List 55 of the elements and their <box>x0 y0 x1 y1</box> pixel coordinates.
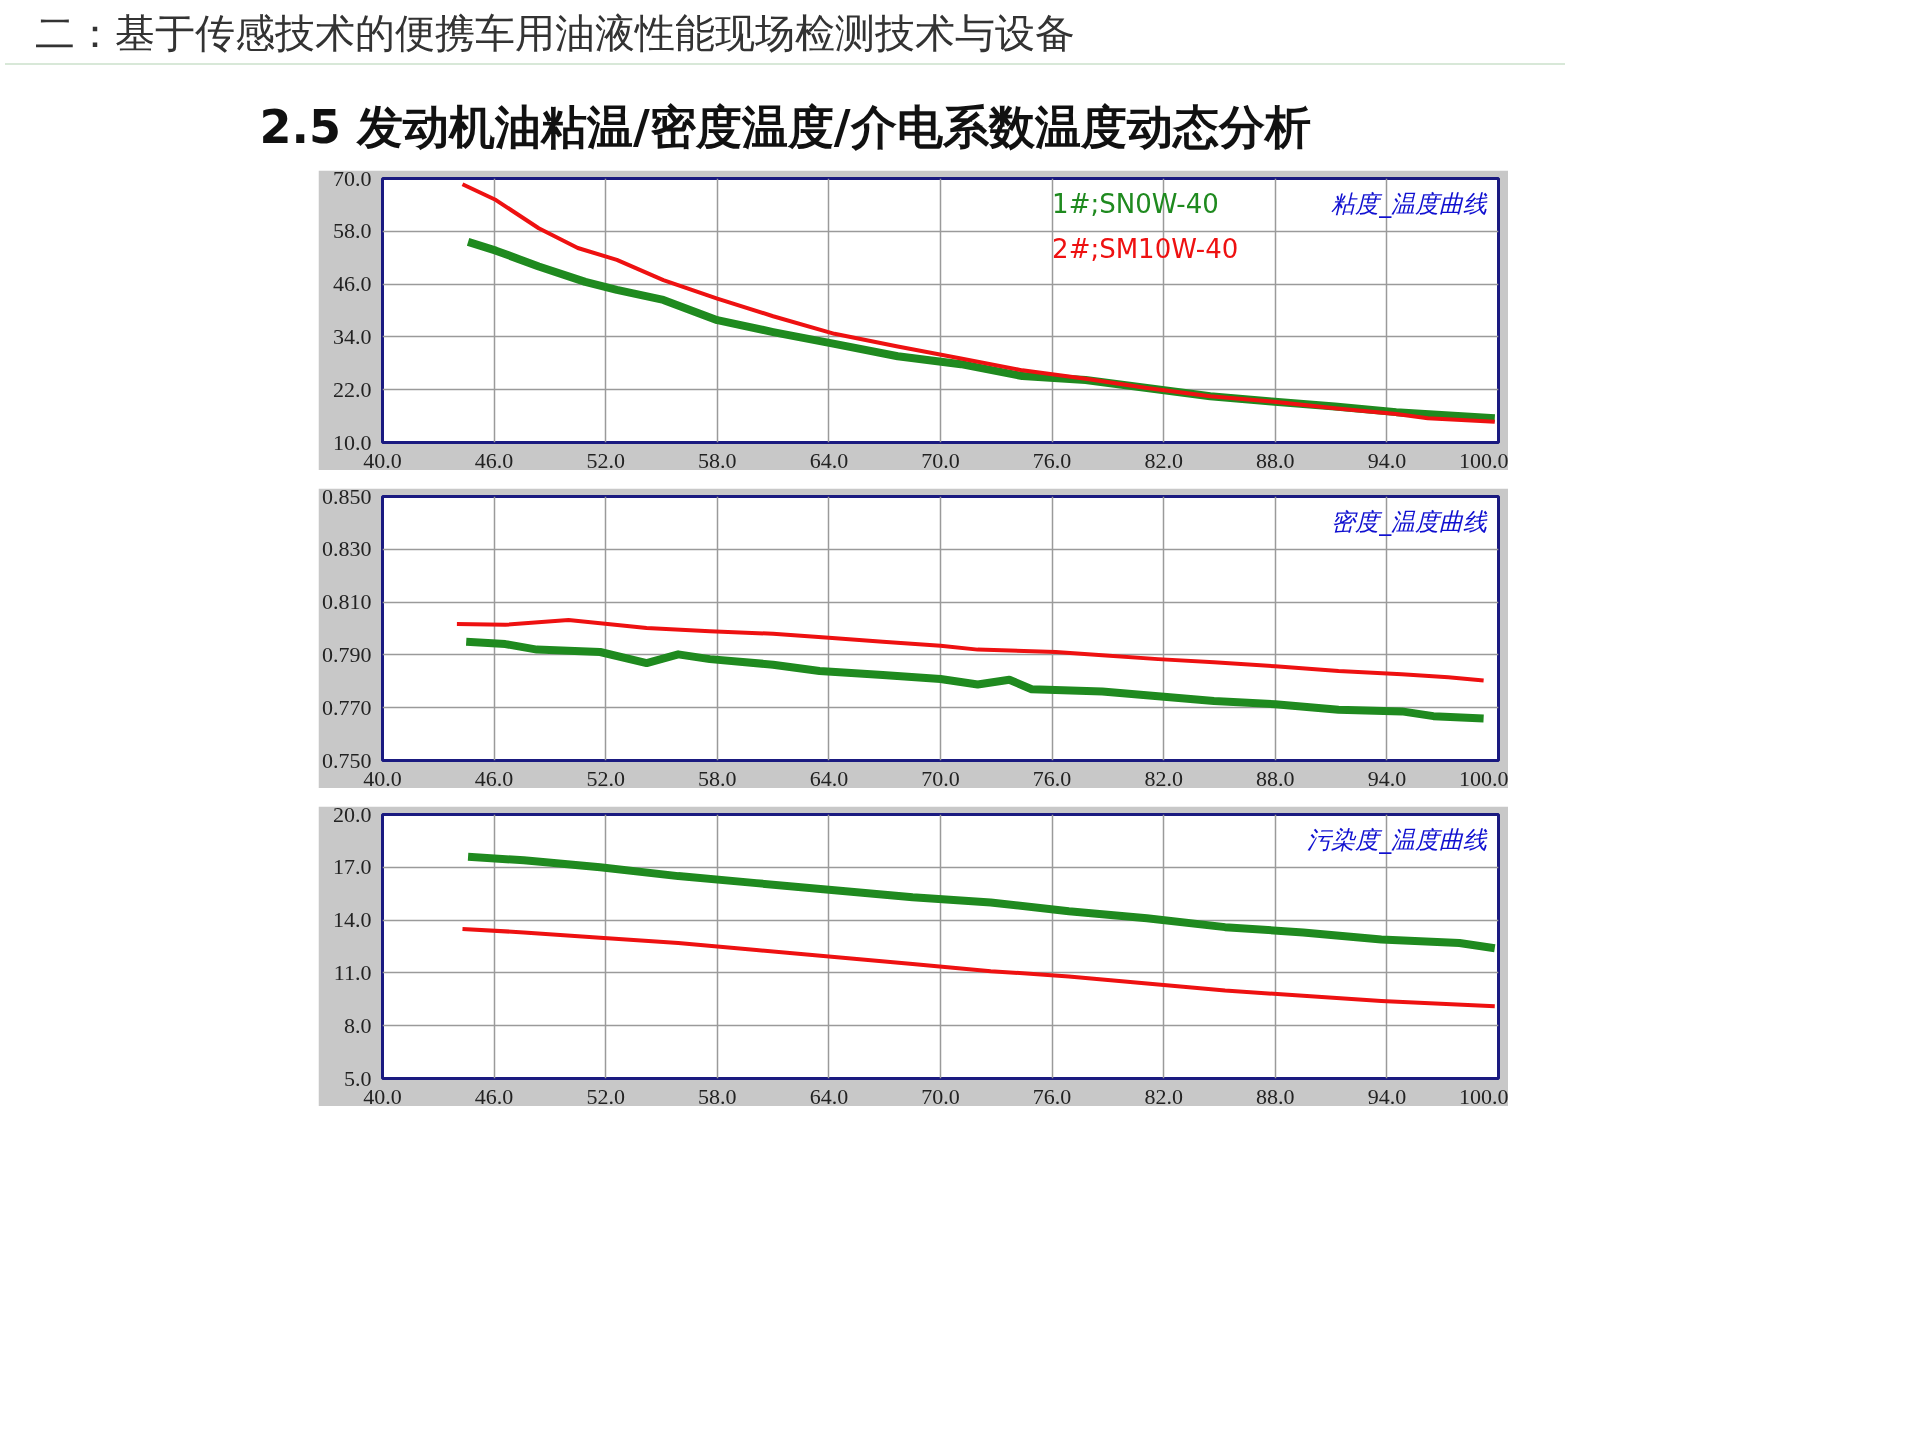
y-tick-label: 70.0 <box>333 165 372 191</box>
x-tick-label: 46.0 <box>474 447 514 473</box>
x-tick-label: 100.0 <box>1459 765 1509 791</box>
x-tick-label: 76.0 <box>1032 447 1072 473</box>
text: 2.5 发动机油粘温/密度温度/介电系数温度动态分析 <box>259 99 1311 156</box>
text: 1#;SN0W-40 <box>1052 189 1219 220</box>
x-tick-label: 94.0 <box>1367 447 1407 473</box>
line-series <box>454 618 1486 683</box>
text: 密度_温度曲线 <box>1331 508 1489 537</box>
x-tick-label: 64.0 <box>809 765 849 791</box>
y-tick-label: 0.830 <box>322 536 372 562</box>
x-tick-label: 76.0 <box>1032 1083 1072 1109</box>
line-series <box>460 182 1497 424</box>
x-tick-label: 94.0 <box>1367 1083 1407 1109</box>
text: 2#;SM10W-40 <box>1052 233 1239 264</box>
y-tick-label: 22.0 <box>333 376 372 402</box>
x-tick-label: 76.0 <box>1032 765 1072 791</box>
text: 污染度_温度曲线 <box>1307 826 1489 855</box>
y-tick-label: 58.0 <box>333 218 372 244</box>
x-tick-label: 46.0 <box>474 1083 514 1109</box>
x-tick-label: 82.0 <box>1144 1083 1183 1109</box>
y-tick-label: 8.0 <box>344 1012 372 1038</box>
x-tick-label: 88.0 <box>1256 447 1295 473</box>
x-tick-label: 100.0 <box>1459 447 1509 473</box>
x-tick-label: 82.0 <box>1144 765 1183 791</box>
y-tick-label: 11.0 <box>333 959 372 985</box>
x-tick-label: 94.0 <box>1367 765 1407 791</box>
x-tick-label: 64.0 <box>809 1083 849 1109</box>
line-series <box>460 926 1497 1009</box>
x-tick-label: 52.0 <box>586 1083 625 1109</box>
x-tick-label: 58.0 <box>698 765 737 791</box>
x-tick-label: 46.0 <box>474 765 514 791</box>
y-tick-label: 14.0 <box>333 907 372 933</box>
x-tick-label: 88.0 <box>1256 765 1295 791</box>
text: 二：基于传感技术的便携车用油液性能现场检测技术与设备 <box>35 9 1075 58</box>
x-tick-label: 70.0 <box>921 765 960 791</box>
x-tick-label: 58.0 <box>698 1083 737 1109</box>
y-tick-label: 0.790 <box>322 641 372 667</box>
y-tick-label: 17.0 <box>333 854 372 880</box>
y-tick-label: 34.0 <box>333 323 372 349</box>
y-tick-label: 0.850 <box>322 483 372 509</box>
x-tick-label: 70.0 <box>921 447 960 473</box>
x-tick-label: 58.0 <box>698 447 737 473</box>
x-tick-label: 70.0 <box>921 1083 960 1109</box>
x-tick-label: 88.0 <box>1256 1083 1295 1109</box>
x-tick-label: 52.0 <box>586 447 625 473</box>
x-tick-label: 82.0 <box>1144 447 1183 473</box>
x-tick-label: 64.0 <box>809 447 849 473</box>
y-tick-label: 46.0 <box>333 271 372 297</box>
y-tick-label: 20.0 <box>333 801 372 827</box>
y-tick-label: 0.770 <box>322 694 372 720</box>
x-tick-label: 100.0 <box>1459 1083 1509 1109</box>
text: 粘度_温度曲线 <box>1331 190 1489 219</box>
y-tick-label: 0.810 <box>322 589 372 615</box>
x-tick-label: 52.0 <box>586 765 625 791</box>
